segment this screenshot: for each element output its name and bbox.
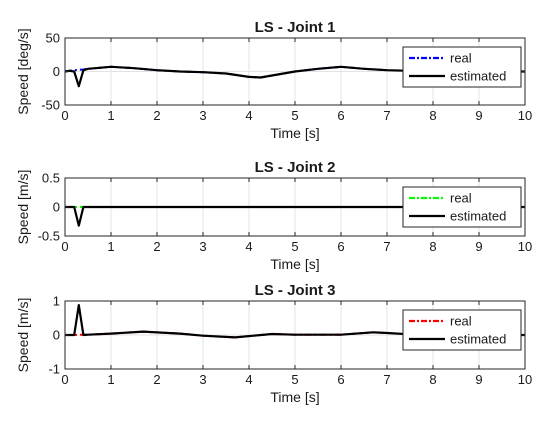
y-tick-label: -50: [41, 98, 60, 113]
x-tick-label: 5: [291, 239, 298, 254]
chart-title: LS - Joint 3: [255, 282, 336, 299]
x-tick-label: 1: [107, 372, 114, 387]
x-tick-label: 2: [153, 372, 160, 387]
x-tick-label: 5: [291, 108, 298, 123]
y-axis-label: Speed [m/s]: [15, 170, 31, 245]
x-tick-label: 1: [107, 239, 114, 254]
x-tick-label: 7: [383, 239, 390, 254]
x-tick-label: 6: [337, 239, 344, 254]
x-tick-label: 6: [337, 108, 344, 123]
x-axis-label: Time [s]: [270, 256, 319, 272]
y-tick-label: -1: [48, 362, 60, 377]
x-tick-label: 9: [475, 108, 482, 123]
x-tick-label: 5: [291, 372, 298, 387]
x-tick-label: 3: [199, 108, 206, 123]
x-tick-label: 10: [518, 239, 532, 254]
x-tick-label: 1: [107, 108, 114, 123]
x-tick-label: 7: [383, 108, 390, 123]
y-tick-label: 0: [53, 200, 60, 215]
chart-title: LS - Joint 1: [255, 19, 336, 36]
x-tick-label: 3: [199, 239, 206, 254]
x-axis-label: Time [s]: [270, 389, 319, 405]
x-tick-label: 4: [245, 108, 252, 123]
x-tick-label: 4: [245, 239, 252, 254]
y-axis-label: Speed [m/s]: [15, 298, 31, 373]
legend-label-estimated: estimated: [450, 69, 506, 84]
legend-label-estimated: estimated: [450, 209, 506, 224]
chart-title: LS - Joint 2: [255, 159, 336, 176]
y-tick-label: 0.5: [42, 171, 60, 186]
legend: real estimated: [402, 186, 522, 228]
y-tick-label: 50: [46, 31, 60, 46]
legend: real estimated: [402, 309, 522, 351]
legend-label-real: real: [450, 314, 472, 329]
y-tick-label: 0: [53, 64, 60, 79]
x-tick-label: 8: [429, 108, 436, 123]
legend-box: [402, 186, 522, 228]
x-tick-label: 4: [245, 372, 252, 387]
x-tick-label: 3: [199, 372, 206, 387]
y-axis-label: Speed [deg/s]: [15, 28, 31, 114]
x-tick-label: 6: [337, 372, 344, 387]
y-tick-label: -0.5: [38, 229, 60, 244]
x-axis-label: Time [s]: [270, 125, 319, 141]
x-tick-label: 2: [153, 108, 160, 123]
x-tick-label: 0: [61, 108, 68, 123]
y-tick-label: 1: [53, 294, 60, 309]
x-tick-label: 0: [61, 239, 68, 254]
legend-label-estimated: estimated: [450, 332, 506, 347]
legend: real estimated: [402, 46, 522, 88]
x-tick-label: 10: [518, 372, 532, 387]
x-tick-label: 10: [518, 108, 532, 123]
x-tick-label: 9: [475, 372, 482, 387]
x-tick-label: 8: [429, 372, 436, 387]
legend-label-real: real: [450, 191, 472, 206]
x-tick-label: 2: [153, 239, 160, 254]
legend-label-real: real: [450, 51, 472, 66]
legend-box: [402, 46, 522, 88]
x-tick-label: 7: [383, 372, 390, 387]
x-tick-label: 0: [61, 372, 68, 387]
legend-box: [402, 309, 522, 351]
x-tick-label: 8: [429, 239, 436, 254]
y-tick-label: 0: [53, 328, 60, 343]
x-tick-label: 9: [475, 239, 482, 254]
